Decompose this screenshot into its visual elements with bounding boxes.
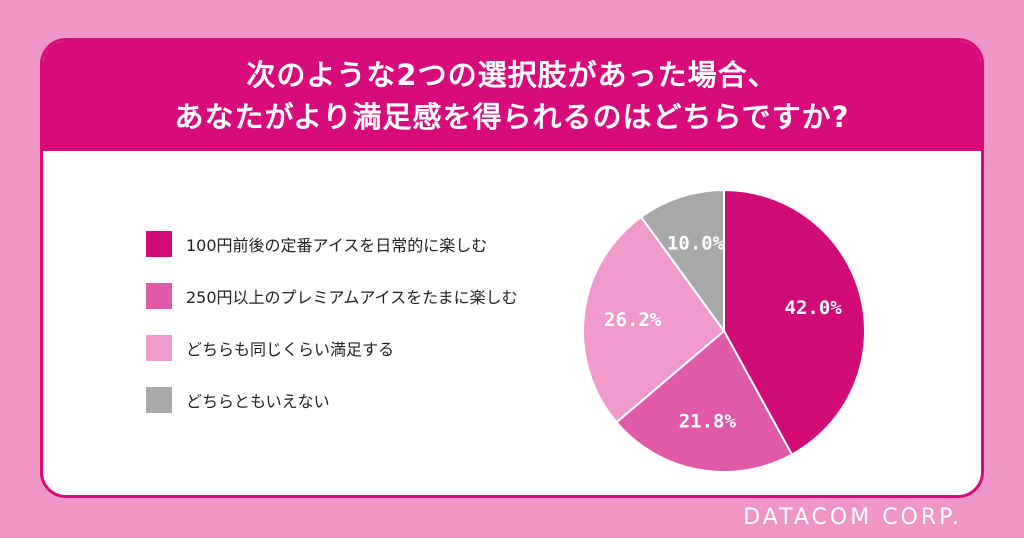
legend-item: どちらともいえない [146,385,586,415]
legend-item: 100円前後の定番アイスを日常的に楽しむ [146,229,586,259]
legend-label: どちらも同じくらい満足する [186,340,395,359]
legend-swatch [146,231,172,257]
chart-title-line-1: 次のような2つの選択肢があった場合、 [246,58,778,92]
legend-item: どちらも同じくらい満足する [146,333,586,363]
chart-title-line-2: あなたがより満足感を得られるのはどちらですか? [174,100,850,134]
legend-swatch [146,335,172,361]
legend-swatch [146,387,172,413]
title-band: 次のような2つの選択肢があった場合、 あなたがより満足感を得られるのはどちらです… [43,41,981,151]
legend-label: どちらともいえない [186,392,330,411]
slice-value-label: 42.0% [785,297,843,319]
brand-logo: DATACOM CORP. [743,505,962,530]
legend: 100円前後の定番アイスを日常的に楽しむ 250円以上のプレミアムアイスをたまに… [146,229,586,437]
legend-swatch [146,283,172,309]
chart-card: 次のような2つの選択肢があった場合、 あなたがより満足感を得られるのはどちらです… [40,38,984,498]
legend-label: 250円以上のプレミアムアイスをたまに楽しむ [186,288,518,307]
slice-value-label: 21.8% [679,410,737,432]
pie-chart: 42.0% 21.8% 26.2% 10.0% [574,181,874,481]
pie-slice [723,188,866,456]
slice-value-label: 26.2% [604,309,662,331]
legend-label: 100円前後の定番アイスを日常的に楽しむ [186,236,488,255]
slice-value-label: 10.0% [667,233,725,255]
legend-item: 250円以上のプレミアムアイスをたまに楽しむ [146,281,586,311]
pie-svg: 42.0% 21.8% 26.2% 10.0% [582,188,866,473]
pie-slice [615,329,794,473]
pie-slice [582,215,726,424]
pie-slice [639,188,725,335]
